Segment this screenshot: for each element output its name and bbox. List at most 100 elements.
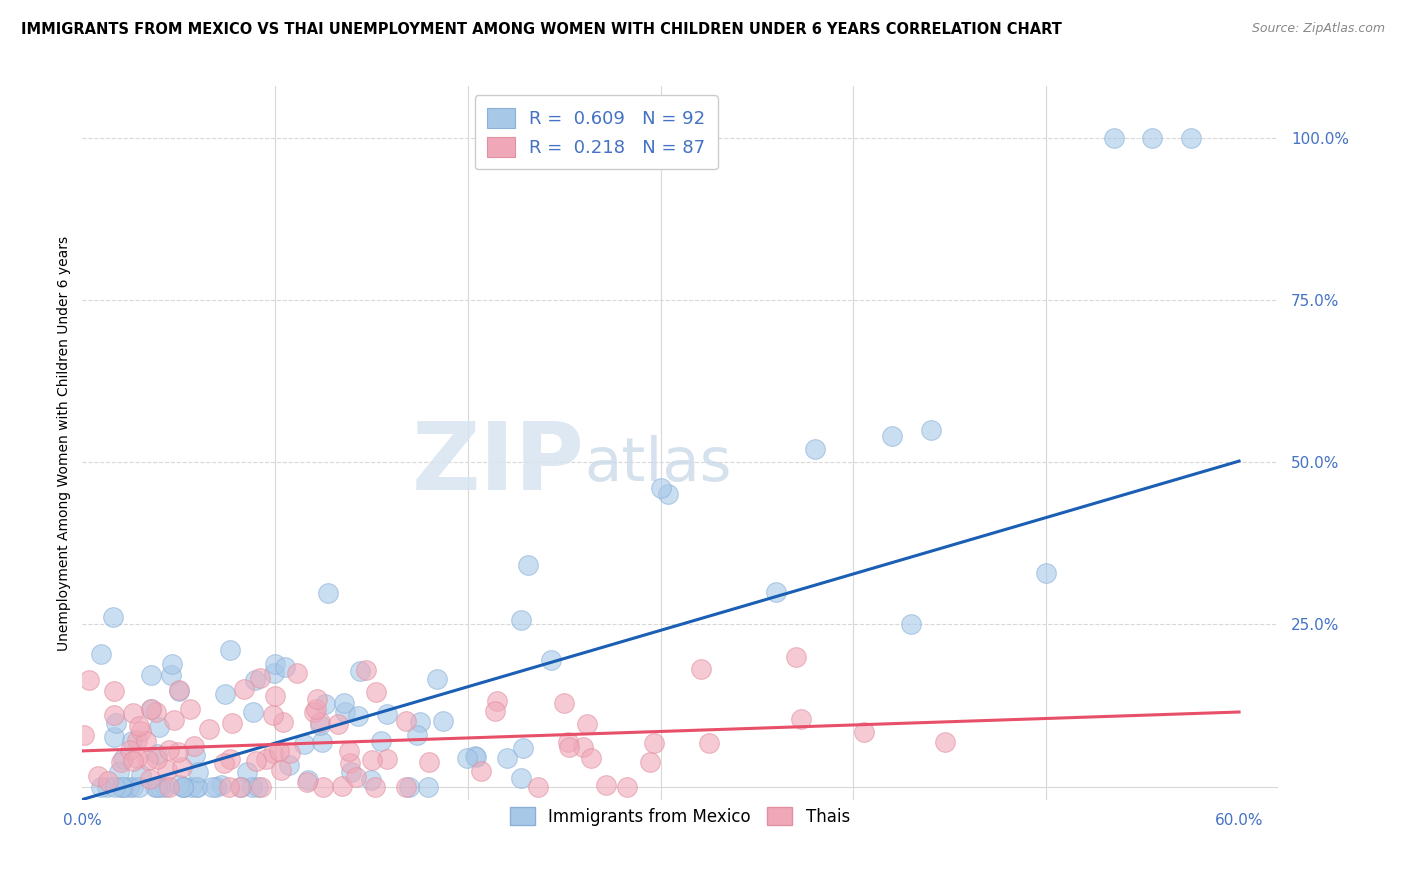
Point bbox=[495, 751, 517, 765]
Point bbox=[1142, 131, 1164, 145]
Point bbox=[155, 780, 177, 794]
Point bbox=[89, 780, 111, 794]
Point bbox=[395, 714, 418, 728]
Point bbox=[173, 780, 195, 794]
Point bbox=[172, 780, 194, 794]
Point bbox=[233, 681, 256, 696]
Point bbox=[263, 657, 285, 672]
Point bbox=[464, 748, 486, 763]
Point bbox=[145, 780, 167, 794]
Point bbox=[167, 745, 190, 759]
Point bbox=[785, 649, 807, 664]
Point bbox=[141, 668, 163, 682]
Point bbox=[274, 659, 297, 673]
Point bbox=[111, 780, 134, 794]
Point bbox=[330, 779, 353, 793]
Point bbox=[105, 715, 128, 730]
Point bbox=[87, 769, 110, 783]
Point bbox=[375, 751, 398, 765]
Point bbox=[108, 765, 131, 780]
Point bbox=[129, 768, 152, 782]
Point bbox=[180, 780, 202, 794]
Point bbox=[236, 765, 259, 780]
Point bbox=[179, 702, 201, 716]
Point bbox=[104, 780, 127, 794]
Point bbox=[349, 664, 371, 678]
Point bbox=[364, 780, 387, 794]
Point bbox=[221, 715, 243, 730]
Point bbox=[292, 737, 315, 751]
Point bbox=[228, 780, 250, 794]
Point bbox=[326, 716, 349, 731]
Point bbox=[309, 718, 332, 732]
Point bbox=[579, 750, 602, 764]
Point bbox=[432, 714, 454, 729]
Point bbox=[245, 673, 267, 687]
Point bbox=[370, 734, 392, 748]
Point bbox=[90, 647, 112, 661]
Point bbox=[790, 712, 813, 726]
Point bbox=[110, 780, 132, 794]
Point bbox=[205, 780, 228, 794]
Text: IMMIGRANTS FROM MEXICO VS THAI UNEMPLOYMENT AMONG WOMEN WITH CHILDREN UNDER 6 YE: IMMIGRANTS FROM MEXICO VS THAI UNEMPLOYM… bbox=[21, 22, 1062, 37]
Point bbox=[136, 752, 159, 766]
Point bbox=[262, 746, 284, 760]
Text: ZIP: ZIP bbox=[412, 418, 585, 510]
Point bbox=[149, 780, 172, 794]
Point bbox=[167, 682, 190, 697]
Point bbox=[122, 706, 145, 720]
Point bbox=[304, 705, 326, 719]
Legend: Immigrants from Mexico, Thais: Immigrants from Mexico, Thais bbox=[502, 798, 859, 834]
Point bbox=[418, 755, 440, 769]
Point bbox=[146, 752, 169, 766]
Point bbox=[121, 734, 143, 748]
Point bbox=[139, 702, 162, 716]
Point bbox=[575, 717, 598, 731]
Point bbox=[512, 741, 534, 756]
Point bbox=[249, 780, 271, 794]
Point bbox=[278, 758, 301, 772]
Point bbox=[278, 746, 301, 760]
Point bbox=[337, 743, 360, 757]
Point bbox=[354, 664, 377, 678]
Point bbox=[650, 481, 672, 495]
Point bbox=[254, 752, 277, 766]
Point bbox=[184, 747, 207, 762]
Point bbox=[201, 780, 224, 794]
Point bbox=[128, 719, 150, 733]
Point bbox=[139, 772, 162, 786]
Point bbox=[103, 730, 125, 744]
Point bbox=[900, 617, 922, 632]
Point bbox=[305, 702, 328, 716]
Point bbox=[145, 780, 167, 794]
Point bbox=[616, 780, 638, 794]
Point bbox=[361, 753, 384, 767]
Point bbox=[344, 770, 367, 784]
Point bbox=[339, 764, 361, 779]
Point bbox=[540, 653, 562, 667]
Point bbox=[271, 715, 294, 730]
Point bbox=[148, 720, 170, 734]
Point bbox=[1035, 566, 1057, 580]
Point bbox=[595, 779, 617, 793]
Point bbox=[312, 780, 335, 794]
Point bbox=[145, 747, 167, 761]
Point bbox=[214, 756, 236, 770]
Point bbox=[170, 760, 193, 774]
Point bbox=[110, 755, 132, 769]
Point bbox=[405, 729, 427, 743]
Point bbox=[526, 780, 548, 794]
Point bbox=[880, 429, 903, 443]
Point bbox=[398, 780, 420, 794]
Point bbox=[96, 780, 118, 794]
Point bbox=[247, 780, 270, 794]
Point bbox=[159, 667, 181, 681]
Point bbox=[553, 696, 575, 710]
Point bbox=[509, 772, 531, 786]
Point bbox=[120, 743, 142, 757]
Point bbox=[262, 707, 284, 722]
Point bbox=[395, 780, 418, 794]
Point bbox=[186, 780, 208, 794]
Point bbox=[409, 714, 432, 729]
Point bbox=[160, 657, 183, 671]
